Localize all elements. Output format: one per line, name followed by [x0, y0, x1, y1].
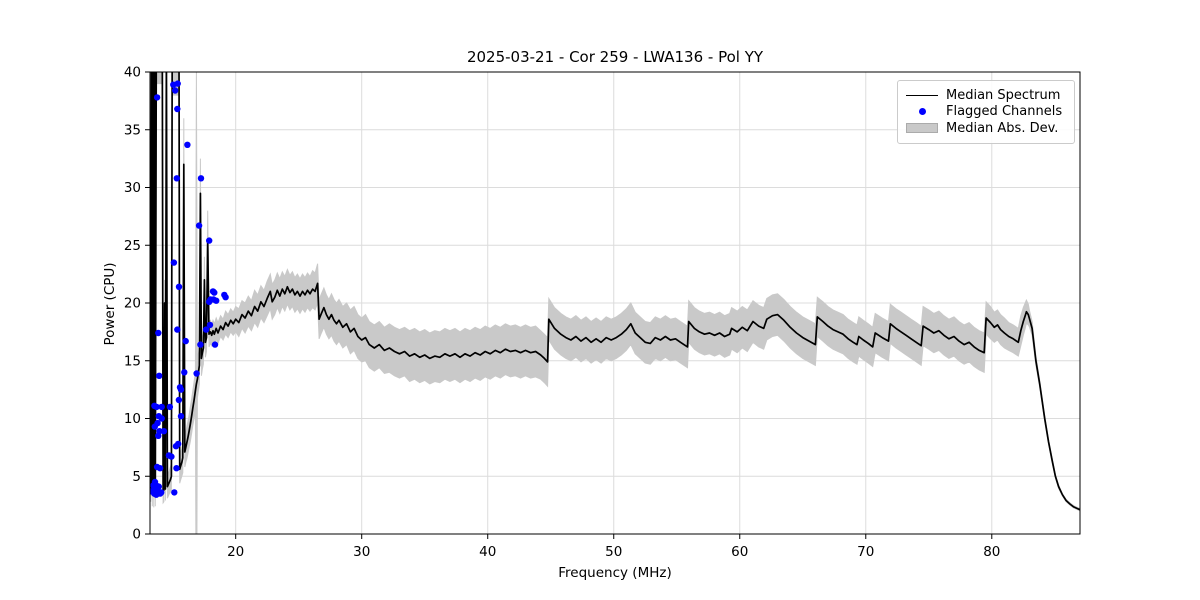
x-tick-label: 70	[857, 544, 874, 560]
flagged-channel-point	[213, 297, 220, 304]
flagged-channel-point	[206, 298, 213, 305]
flagged-channel-point	[175, 396, 183, 404]
flagged-channel-point	[202, 326, 210, 333]
flagged-channel-point	[181, 369, 188, 376]
flagged-channel-point	[174, 80, 181, 87]
legend-dot-sample	[906, 108, 938, 116]
legend-band-sample	[906, 123, 938, 134]
flagged-channel-point	[151, 423, 158, 430]
flagged-channel-point	[195, 222, 203, 229]
y-axis-label: Power (CPU)	[102, 262, 118, 346]
legend-row-median-abs-dev: Median Abs. Dev.	[906, 120, 1066, 137]
y-tick-label: 20	[124, 296, 141, 312]
flagged-channel-point	[182, 337, 189, 345]
flagged-channel-point	[211, 289, 218, 296]
y-tick-label: 30	[124, 180, 141, 196]
legend-label-flagged-channels: Flagged Channels	[946, 104, 1063, 120]
flagged-channel-point	[168, 453, 175, 460]
flagged-channel-point	[174, 105, 181, 113]
flagged-channel-point	[177, 386, 185, 393]
legend-line-sample	[906, 94, 938, 96]
flagged-channel-point	[206, 237, 213, 244]
x-tick-label: 30	[353, 544, 370, 560]
y-tick-label: 40	[124, 65, 141, 81]
flagged-channel-point	[158, 403, 165, 411]
flagged-channel-point	[184, 141, 191, 148]
x-tick-label: 80	[983, 544, 1000, 560]
chart-title: 2025-03-21 - Cor 259 - LWA136 - Pol YY	[466, 48, 764, 66]
flagged-channel-point	[155, 432, 162, 439]
flagged-channel-point	[158, 489, 165, 496]
flagged-channels-group	[150, 80, 229, 498]
x-tick-label: 20	[227, 544, 244, 560]
legend: Median Spectrum Flagged Channels Median …	[897, 80, 1075, 144]
legend-label-median-abs-dev: Median Abs. Dev.	[946, 120, 1059, 136]
flagged-channel-point	[153, 94, 161, 101]
flagged-channel-point	[172, 87, 179, 94]
flagged-channel-point	[171, 489, 178, 496]
x-tick-label: 60	[731, 544, 748, 560]
flagged-channel-point	[173, 175, 180, 182]
y-tick-label: 25	[124, 238, 141, 254]
flagged-channel-point	[158, 415, 165, 422]
flagged-channel-point	[175, 440, 182, 448]
flagged-channel-point	[211, 341, 219, 348]
flagged-channel-point	[155, 329, 162, 337]
legend-row-median-spectrum: Median Spectrum	[906, 87, 1066, 104]
median-spectrum-line	[150, 72, 1080, 511]
flagged-channel-point	[197, 341, 204, 348]
flagged-channel-point	[193, 370, 200, 377]
flagged-channel-point	[160, 428, 168, 435]
flagged-channel-point	[153, 403, 160, 411]
y-tick-label: 5	[132, 469, 141, 485]
flagged-channel-point	[175, 283, 183, 290]
flagged-channel-point	[206, 321, 214, 329]
y-tick-label: 0	[132, 527, 141, 543]
flagged-channel-point	[173, 465, 180, 472]
flagged-channel-point	[174, 326, 181, 333]
flagged-channel-point	[177, 413, 185, 420]
mad-band	[150, 72, 1080, 534]
legend-label-median-spectrum: Median Spectrum	[946, 87, 1061, 103]
x-axis-label: Frequency (MHz)	[558, 565, 672, 581]
legend-row-flagged-channels: Flagged Channels	[906, 104, 1066, 121]
flagged-channel-point	[166, 403, 174, 411]
flagged-channel-point	[156, 465, 164, 472]
x-tick-label: 40	[479, 544, 496, 560]
flagged-channel-point	[170, 259, 178, 266]
flagged-channel-point	[197, 175, 205, 182]
y-tick-label: 10	[124, 411, 141, 427]
x-tick-label: 50	[605, 544, 622, 560]
flagged-channel-point	[222, 294, 229, 301]
y-tick-label: 15	[124, 353, 141, 369]
y-tick-label: 35	[124, 122, 141, 138]
flagged-channel-point	[156, 372, 163, 379]
